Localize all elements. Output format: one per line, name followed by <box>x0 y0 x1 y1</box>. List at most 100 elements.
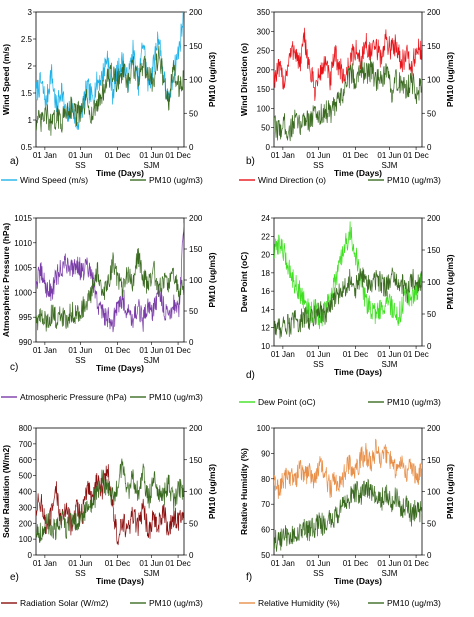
site-label: SJM <box>143 161 159 170</box>
legend-label: Radiation Solar (W/m2) <box>20 598 109 608</box>
series-line <box>274 59 422 142</box>
y-axis-label-left: Dew Point (oC) <box>239 252 249 313</box>
y-tick-left-label: 600 <box>19 456 33 465</box>
x-tick-label: 01 Jun <box>139 151 163 160</box>
y-axis-label-left: Wind Speed (m/s) <box>1 44 11 115</box>
site-label: SJM <box>381 360 397 369</box>
y-tick-left-label: 1.5 <box>21 89 33 98</box>
y-tick-left-label: 70 <box>261 500 270 509</box>
x-tick-label: 01 Jan <box>33 559 57 568</box>
y-tick-right-label: 150 <box>189 245 203 254</box>
y-tick-left-label: 100 <box>19 535 33 544</box>
x-axis-label: Time (Days) <box>96 576 144 586</box>
series-line <box>36 45 184 136</box>
site-label: SJM <box>381 569 397 578</box>
y-tick-left-label: 2.5 <box>21 35 33 44</box>
y-tick-right-label: 100 <box>189 488 203 497</box>
y-tick-right-label: 0 <box>189 338 194 347</box>
y-tick-left-label: 90 <box>261 449 270 458</box>
y-tick-left-label: 2 <box>28 62 33 71</box>
y-axis-label-right: PM10 (ug/m3) <box>445 52 455 107</box>
y-tick-right-label: 200 <box>427 424 441 433</box>
legend-label: Dew Point (oC) <box>258 397 316 407</box>
y-tick-right-label: 100 <box>189 276 203 285</box>
y-tick-left-label: 500 <box>19 472 33 481</box>
y-tick-right-label: 150 <box>189 42 203 51</box>
legend-label: Wind Direction (o) <box>258 175 326 185</box>
y-tick-left-label: 50 <box>261 124 270 133</box>
x-axis-label: Time (Days) <box>334 168 382 178</box>
chart-panel: 0 50 100 150 200 250 300 350 0 50 100 150 200 01 Jan 0… <box>239 8 455 185</box>
x-tick-label: 01 Jan <box>271 559 295 568</box>
y-tick-right-label: 150 <box>189 456 203 465</box>
y-tick-right-label: 100 <box>427 278 441 287</box>
site-label: SJM <box>143 356 159 365</box>
panel-letter: c) <box>10 362 18 373</box>
series-line <box>274 267 422 339</box>
x-tick-label: 01 Dec <box>105 151 130 160</box>
site-label: SS <box>313 161 324 170</box>
y-tick-right-label: 200 <box>189 424 203 433</box>
y-tick-right-label: 0 <box>427 551 432 560</box>
x-tick-label: 01 Dec <box>343 151 368 160</box>
chart-panel: 990 995 1000 1005 1010 1015 0 50 100 150 200 01 Jan… <box>1 214 217 402</box>
y-tick-left-label: 14 <box>261 305 270 314</box>
y-tick-left-label: 250 <box>257 47 271 56</box>
y-tick-left-label: 400 <box>19 488 33 497</box>
y-tick-left-label: 300 <box>257 27 271 36</box>
series-line <box>36 458 184 544</box>
x-tick-label: 01 Jun <box>68 559 92 568</box>
x-tick-label: 01 Jan <box>271 151 295 160</box>
x-tick-label: 01 Jun <box>377 350 401 359</box>
x-tick-label: 01 Jun <box>68 151 92 160</box>
site-label: SS <box>75 161 86 170</box>
y-tick-right-label: 50 <box>189 307 198 316</box>
y-axis-label-right: PM10 (ug/m3) <box>445 254 455 309</box>
x-tick-label: 01 Dec <box>343 559 368 568</box>
x-tick-label: 01 Jun <box>139 346 163 355</box>
y-tick-right-label: 50 <box>189 109 198 118</box>
y-tick-left-label: 1015 <box>14 214 32 223</box>
y-tick-right-label: 200 <box>189 8 203 17</box>
y-axis-label-left: Solar Radiation (W/m2) <box>1 445 11 538</box>
x-tick-label: 01 Dec <box>105 559 130 568</box>
x-tick-label: 01 Dec <box>403 559 428 568</box>
legend-label: Relative Humidity (%) <box>258 598 340 608</box>
x-tick-label: 01 Jan <box>271 350 295 359</box>
legend-label: PM10 (ug/m3) <box>149 598 203 608</box>
y-tick-left-label: 350 <box>257 8 271 17</box>
y-tick-right-label: 100 <box>427 76 441 85</box>
x-axis-label: Time (Days) <box>334 576 382 586</box>
y-axis-label-right: PM10 (ug/m3) <box>207 252 217 307</box>
y-tick-left-label: 3 <box>28 8 33 17</box>
y-tick-right-label: 0 <box>427 342 432 351</box>
y-tick-left-label: 16 <box>261 287 270 296</box>
y-tick-right-label: 50 <box>427 109 436 118</box>
y-tick-left-label: 0 <box>28 551 33 560</box>
x-tick-label: 01 Dec <box>403 151 428 160</box>
site-label: SS <box>313 360 324 369</box>
y-tick-left-label: 1010 <box>14 239 32 248</box>
y-tick-left-label: 100 <box>257 424 271 433</box>
panel-letter: e) <box>10 572 19 583</box>
x-tick-label: 01 Jun <box>306 350 330 359</box>
y-tick-left-label: 800 <box>19 424 33 433</box>
legend-label: PM10 (ug/m3) <box>149 175 203 185</box>
y-tick-left-label: 1000 <box>14 288 32 297</box>
plot-area <box>273 11 423 148</box>
y-tick-right-label: 200 <box>427 8 441 17</box>
x-tick-label: 01 Jun <box>377 559 401 568</box>
x-tick-label: 01 Jun <box>306 559 330 568</box>
series-line <box>36 248 184 332</box>
y-tick-left-label: 995 <box>19 313 33 322</box>
y-tick-left-label: 24 <box>261 214 270 223</box>
site-label: SS <box>313 569 324 578</box>
legend-label: PM10 (ug/m3) <box>387 175 441 185</box>
y-tick-left-label: 0.5 <box>21 143 33 152</box>
panel-letter: a) <box>10 156 19 167</box>
y-tick-right-label: 200 <box>427 214 441 223</box>
y-axis-label-left: Relative Humidity (%) <box>239 448 249 535</box>
